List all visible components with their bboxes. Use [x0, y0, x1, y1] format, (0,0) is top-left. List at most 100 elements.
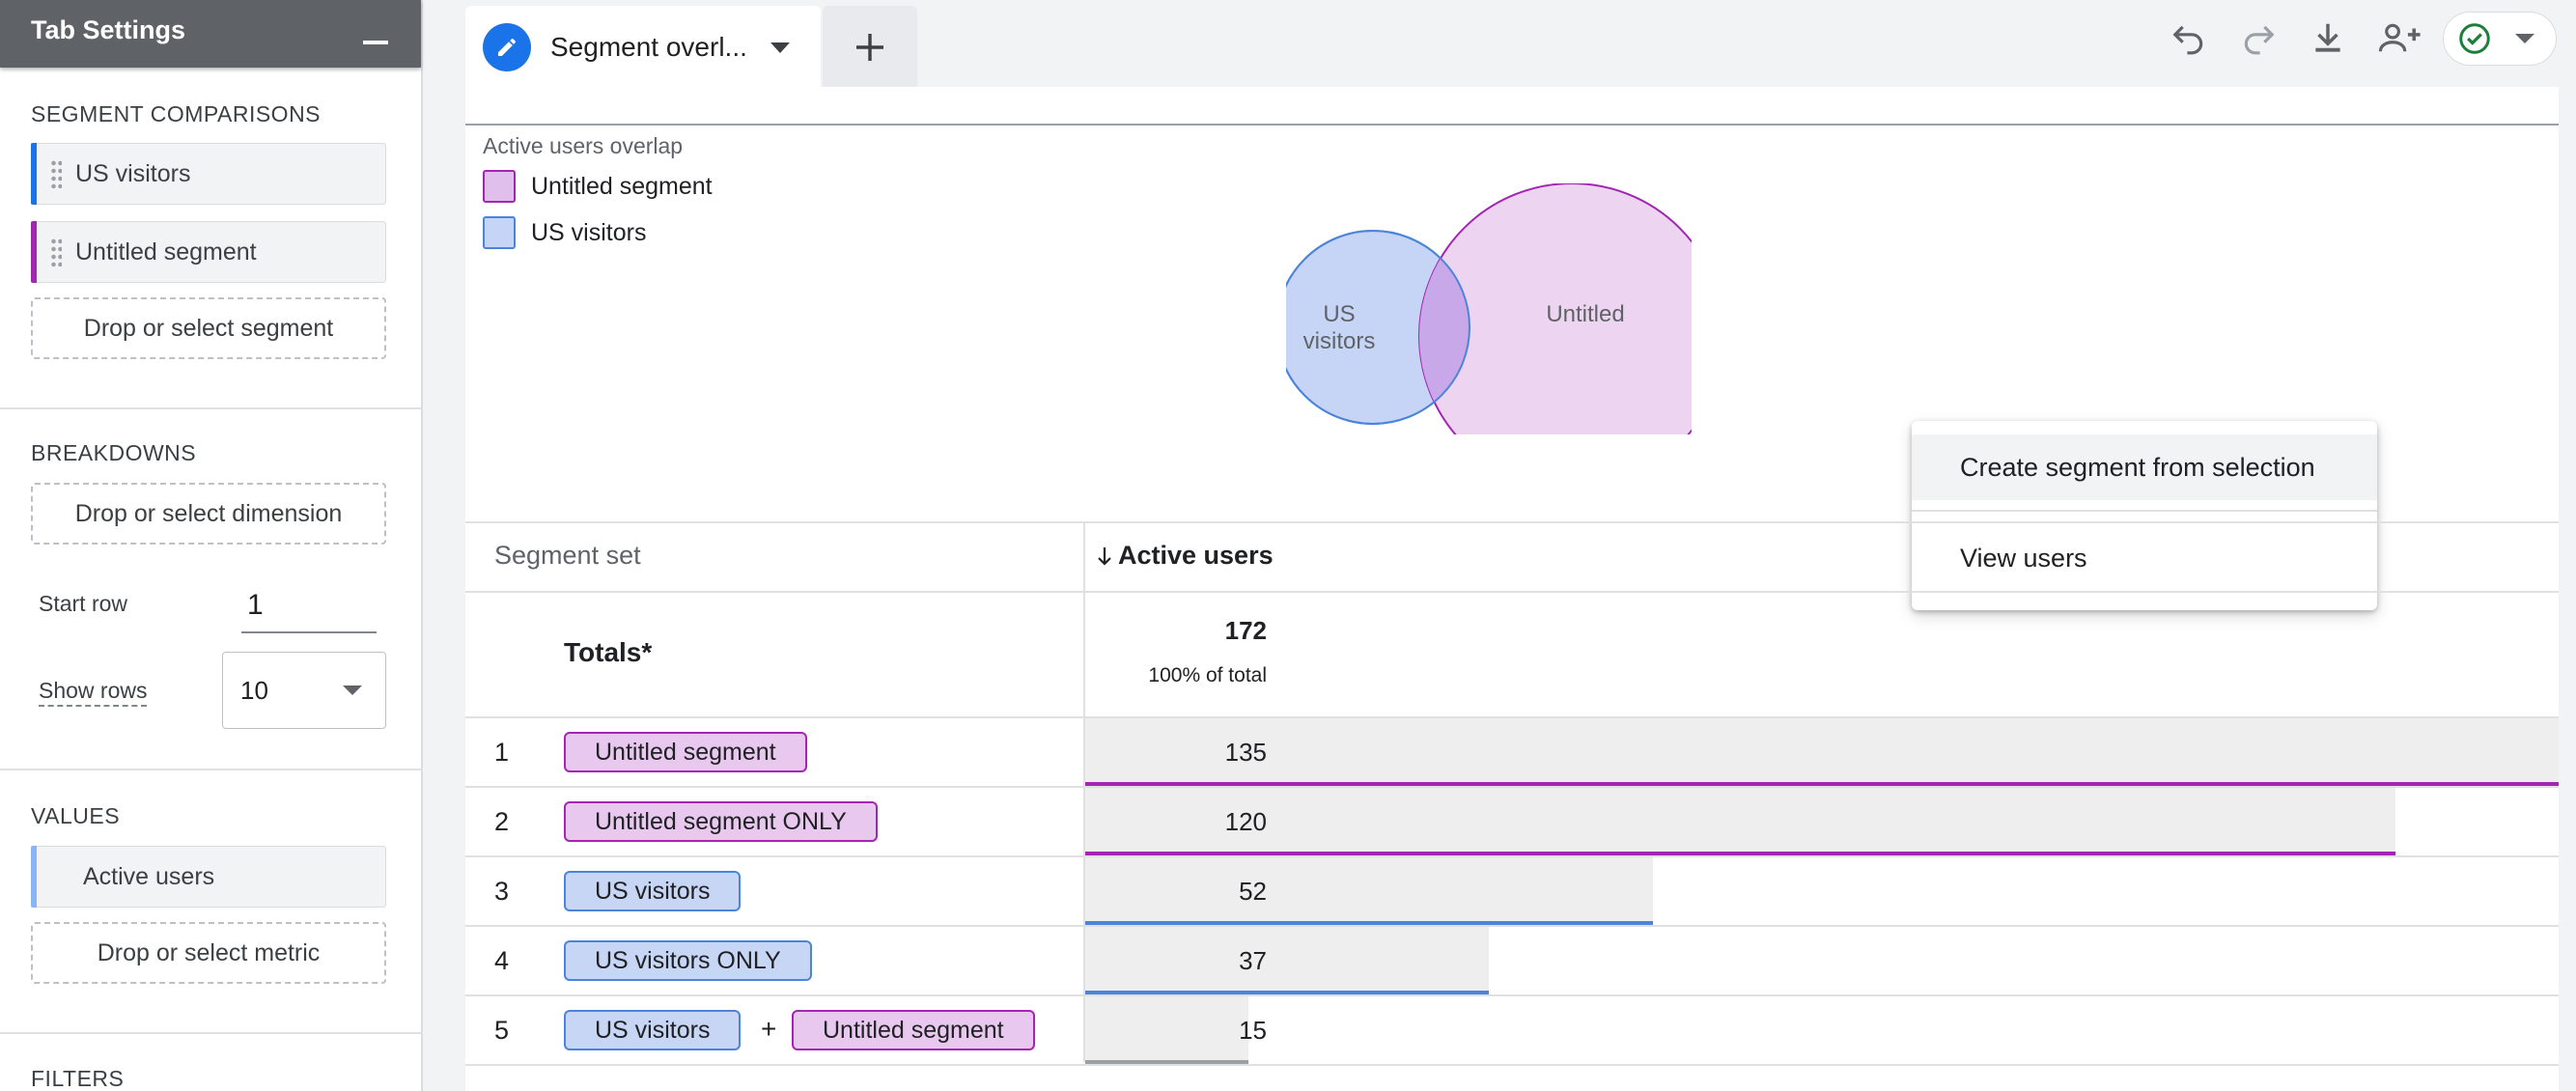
chevron-down-icon: [343, 685, 362, 695]
tab-settings-header: Tab Settings: [0, 0, 421, 68]
venn-label-untitled: Untitled: [1546, 301, 1624, 327]
segment-color-bar: [31, 221, 37, 283]
show-rows-label[interactable]: Show rows: [39, 678, 148, 707]
value-bar-underline: [1085, 1060, 1248, 1065]
chevron-down-icon[interactable]: [770, 42, 790, 53]
tab-settings-panel: Tab Settings SEGMENT COMPARISONS US visi…: [0, 0, 423, 1091]
create-segment-from-selection-item[interactable]: Create segment from selection: [1912, 434, 2377, 500]
arrow-down-icon: [1098, 546, 1111, 566]
column-header-segment-set: Segment set: [494, 541, 641, 570]
check-circle-icon: [2459, 23, 2490, 54]
pencil-icon[interactable]: [483, 23, 531, 71]
filters-title: FILTERS: [31, 1066, 125, 1091]
download-icon[interactable]: [2306, 15, 2350, 60]
value-bar: [1085, 927, 1489, 996]
redo-icon[interactable]: [2236, 15, 2281, 60]
table-row[interactable]: 1 Untitled segment 135: [465, 718, 2559, 788]
show-rows-select[interactable]: 10: [222, 652, 386, 729]
legend-label: US visitors: [531, 218, 647, 246]
section-divider: [0, 1032, 423, 1034]
status-menu-button[interactable]: [2443, 12, 2557, 66]
drag-handle-icon[interactable]: [50, 238, 62, 266]
row-number: 4: [494, 946, 510, 975]
venn-diagram: US visitors Untitled: [1286, 183, 1692, 434]
menu-divider: [1912, 510, 2377, 512]
tab-segment-overlap[interactable]: Segment overl...: [465, 6, 821, 89]
row-number: 5: [494, 1016, 510, 1045]
chevron-down-icon: [2515, 34, 2534, 43]
segment-comparisons-title: SEGMENT COMPARISONS: [31, 101, 322, 126]
segment-pill[interactable]: Untitled segment ONLY: [564, 801, 878, 842]
breakdowns-title: BREAKDOWNS: [31, 440, 197, 465]
active-users-value: 52: [1239, 877, 1267, 906]
segment-pill[interactable]: US visitors: [564, 871, 742, 911]
legend-swatch: [483, 216, 516, 249]
freeform-canvas: Active users overlap Untitled segment US…: [465, 87, 2559, 1091]
segment-chip-us-visitors[interactable]: US visitors: [31, 143, 386, 205]
column-header-active-users[interactable]: Active users: [1095, 541, 1274, 571]
totals-label: Totals*: [564, 637, 653, 667]
viz-title: Active users overlap: [483, 133, 684, 158]
table-row[interactable]: 4 US visitors ONLY 37: [465, 927, 2559, 996]
metric-chip-active-users[interactable]: Active users: [31, 846, 386, 908]
active-users-value: 120: [1224, 807, 1267, 836]
row-number: 3: [494, 877, 510, 906]
row-number: 1: [494, 738, 510, 767]
view-users-item[interactable]: View users: [1960, 543, 2087, 573]
totals-value: 172: [1224, 616, 1267, 645]
table-divider: [465, 591, 2559, 593]
metric-chip-label: Active users: [83, 862, 215, 890]
legend-item-us: US visitors: [483, 216, 646, 249]
drop-segment-zone[interactable]: Drop or select segment: [31, 297, 386, 359]
value-bar: [1085, 788, 2395, 857]
table-divider: [465, 521, 2559, 523]
value-bar: [1085, 718, 2559, 788]
segment-pill[interactable]: US visitors ONLY: [564, 940, 812, 981]
canvas-divider: [465, 124, 2559, 126]
table-column-divider: [1083, 521, 1085, 1062]
add-tab-button[interactable]: [823, 6, 917, 89]
segment-pill[interactable]: Untitled segment: [564, 732, 807, 772]
legend-swatch: [483, 170, 516, 203]
minimize-icon[interactable]: [363, 41, 388, 44]
segment-chip-label: US visitors: [75, 159, 191, 187]
segment-color-bar: [31, 143, 37, 205]
table-divider: [465, 716, 2559, 718]
totals-percent: 100% of total: [1148, 664, 1267, 686]
segment-pill[interactable]: Untitled segment: [792, 1010, 1035, 1050]
table-row[interactable]: 3 US visitors 52: [465, 857, 2559, 927]
plus-icon: [856, 34, 883, 61]
segment-chip-untitled[interactable]: Untitled segment: [31, 221, 386, 283]
section-divider: [0, 407, 423, 409]
table-divider: [465, 855, 2559, 857]
tab-settings-title: Tab Settings: [31, 15, 186, 44]
value-bar-underline: [1085, 782, 2559, 787]
drag-handle-icon[interactable]: [50, 159, 62, 188]
value-bar: [1085, 996, 1248, 1066]
table-divider: [465, 994, 2559, 996]
table-row[interactable]: 5 US visitors Untitled segment +15: [465, 996, 2559, 1066]
start-row-value: 1: [247, 589, 264, 621]
start-row-label: Start row: [39, 591, 128, 616]
legend-item-untitled: Untitled segment: [483, 170, 713, 203]
drop-metric-zone[interactable]: Drop or select metric: [31, 922, 386, 984]
undo-icon[interactable]: [2167, 15, 2211, 60]
table-divider: [465, 925, 2559, 927]
segment-pill[interactable]: US visitors: [564, 1010, 742, 1050]
table-divider: [465, 786, 2559, 788]
share-users-icon[interactable]: [2375, 15, 2425, 60]
show-rows-value: 10: [240, 675, 268, 705]
drop-dimension-zone[interactable]: Drop or select dimension: [31, 483, 386, 545]
venn-circle-us-outline: [1286, 230, 1470, 425]
segment-joiner: +: [761, 1014, 777, 1044]
table-divider: [465, 1064, 2559, 1066]
active-users-value: 37: [1239, 946, 1267, 975]
segment-chip-label: Untitled segment: [75, 238, 257, 266]
section-divider: [0, 769, 423, 770]
start-row-input[interactable]: 1: [241, 579, 377, 633]
table-row[interactable]: 2 Untitled segment ONLY 120: [465, 788, 2559, 857]
context-menu: Create segment from selection View users: [1912, 421, 2377, 610]
venn-label-us-2: visitors: [1303, 328, 1376, 354]
values-title: VALUES: [31, 803, 121, 828]
venn-label-us-1: US: [1323, 301, 1355, 327]
